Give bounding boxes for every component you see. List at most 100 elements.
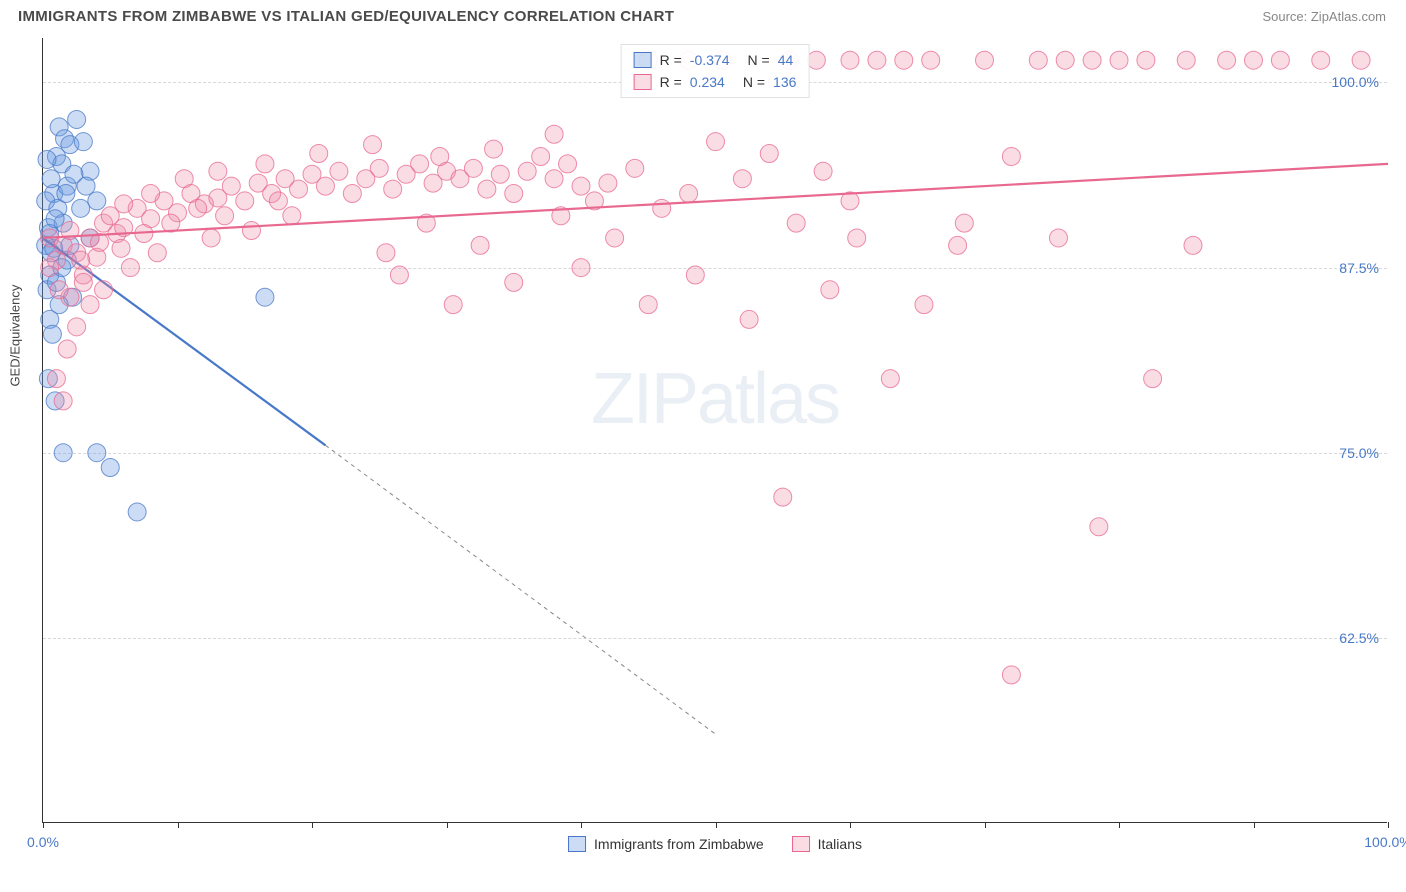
scatter-point: [209, 162, 227, 180]
scatter-point: [162, 214, 180, 232]
scatter-point: [1002, 666, 1020, 684]
scatter-point: [316, 177, 334, 195]
scatter-point: [41, 259, 59, 277]
scatter-point: [639, 296, 657, 314]
scatter-point: [390, 266, 408, 284]
scatter-point: [653, 199, 671, 217]
scatter-point: [121, 259, 139, 277]
scatter-point: [175, 170, 193, 188]
scatter-point: [505, 273, 523, 291]
scatter-point: [88, 444, 106, 462]
scatter-point: [740, 310, 758, 328]
scatter-point: [572, 177, 590, 195]
scatter-point: [774, 488, 792, 506]
scatter-point: [77, 177, 95, 195]
scatter-point: [881, 370, 899, 388]
legend-r-value: -0.374: [690, 49, 730, 71]
scatter-point: [42, 170, 60, 188]
scatter-point: [1083, 51, 1101, 69]
scatter-point: [142, 185, 160, 203]
scatter-point: [814, 162, 832, 180]
x-tick-label: 0.0%: [27, 834, 59, 850]
scatter-point: [343, 185, 361, 203]
chart-header: IMMIGRANTS FROM ZIMBABWE VS ITALIAN GED/…: [0, 0, 1406, 33]
scatter-point: [1312, 51, 1330, 69]
legend-stat-row: R = -0.374N = 44: [634, 49, 797, 71]
x-tick: [447, 822, 448, 828]
scatter-point: [148, 244, 166, 262]
scatter-point: [1245, 51, 1263, 69]
scatter-point: [68, 318, 86, 336]
scatter-point: [95, 281, 113, 299]
scatter-point: [74, 273, 92, 291]
scatter-point: [47, 370, 65, 388]
x-tick-label: 100.0%: [1364, 834, 1406, 850]
scatter-point: [310, 145, 328, 163]
scatter-point: [88, 192, 106, 210]
scatter-point: [471, 236, 489, 254]
regression-extrapolation: [325, 445, 715, 734]
scatter-point: [976, 51, 994, 69]
scatter-point: [222, 177, 240, 195]
scatter-point: [1352, 51, 1370, 69]
scatter-point: [46, 210, 64, 228]
legend-series-label: Italians: [818, 836, 862, 852]
legend-swatch: [634, 74, 652, 90]
scatter-point: [1056, 51, 1074, 69]
scatter-point: [57, 185, 75, 203]
scatter-point: [256, 155, 274, 173]
scatter-point: [189, 199, 207, 217]
scatter-point: [1002, 147, 1020, 165]
scatter-point: [384, 180, 402, 198]
scatter-point: [760, 145, 778, 163]
legend-r-value: 0.234: [690, 71, 725, 93]
scatter-point: [1029, 51, 1047, 69]
scatter-point: [269, 192, 287, 210]
scatter-point: [1049, 229, 1067, 247]
scatter-point: [236, 192, 254, 210]
scatter-point: [807, 51, 825, 69]
scatter-point: [505, 185, 523, 203]
scatter-point: [821, 281, 839, 299]
x-tick: [1388, 822, 1389, 828]
scatter-point: [330, 162, 348, 180]
scatter-point: [545, 170, 563, 188]
scatter-point: [72, 251, 90, 269]
x-tick: [850, 822, 851, 828]
scatter-point: [1144, 370, 1162, 388]
scatter-point: [54, 444, 72, 462]
scatter-point: [518, 162, 536, 180]
scatter-point: [50, 281, 68, 299]
scatter-point: [74, 133, 92, 151]
legend-series-item: Italians: [792, 836, 862, 852]
legend-n-value: 44: [778, 49, 794, 71]
series-legend: Immigrants from Zimbabwe Italians: [568, 836, 862, 852]
scatter-point: [868, 51, 886, 69]
chart-title: IMMIGRANTS FROM ZIMBABWE VS ITALIAN GED/…: [18, 8, 674, 25]
scatter-point: [915, 296, 933, 314]
scatter-point: [68, 110, 86, 128]
chart-container: GED/Equivalency ZIPatlas 62.5%75.0%87.5%…: [42, 38, 1387, 823]
x-tick: [581, 822, 582, 828]
scatter-point: [216, 207, 234, 225]
scatter-point: [680, 185, 698, 203]
legend-swatch: [792, 836, 810, 852]
scatter-point: [1110, 51, 1128, 69]
scatter-point: [545, 125, 563, 143]
legend-series-item: Immigrants from Zimbabwe: [568, 836, 764, 852]
scatter-point: [1271, 51, 1289, 69]
scatter-point: [491, 165, 509, 183]
scatter-point: [290, 180, 308, 198]
scatter-point: [532, 147, 550, 165]
scatter-point: [58, 340, 76, 358]
scatter-point: [841, 51, 859, 69]
scatter-point: [733, 170, 751, 188]
scatter-point: [949, 236, 967, 254]
scatter-point: [101, 459, 119, 477]
scatter-point: [626, 159, 644, 177]
scatter-point: [115, 195, 133, 213]
legend-swatch: [634, 52, 652, 68]
x-tick: [985, 822, 986, 828]
scatter-point: [485, 140, 503, 158]
scatter-point: [787, 214, 805, 232]
